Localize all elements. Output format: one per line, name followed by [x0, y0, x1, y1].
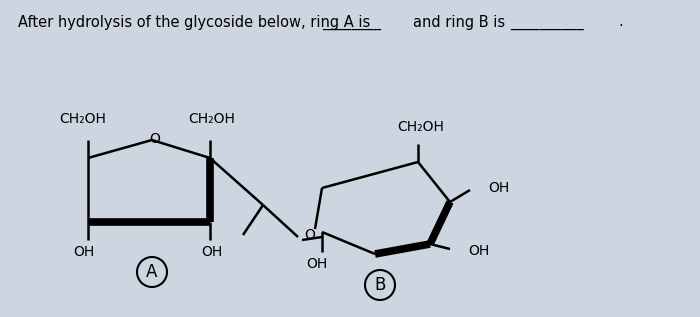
Text: ________: ________ [322, 15, 381, 29]
Text: OH: OH [488, 181, 510, 195]
Text: and ring B is: and ring B is [413, 15, 505, 29]
Text: OH: OH [202, 245, 223, 259]
Text: After hydrolysis of the glycoside below, ring A is: After hydrolysis of the glycoside below,… [18, 15, 370, 29]
Text: CH₂OH: CH₂OH [188, 112, 235, 126]
Text: OH: OH [74, 245, 95, 259]
Text: OH: OH [468, 244, 489, 258]
Text: B: B [374, 276, 386, 294]
Text: __________: __________ [510, 15, 584, 29]
Text: CH₂OH: CH₂OH [60, 112, 106, 126]
Text: O: O [150, 132, 160, 146]
Text: A: A [146, 263, 158, 281]
Text: O: O [304, 228, 316, 242]
Text: .: . [618, 15, 623, 29]
Text: CH₂OH: CH₂OH [398, 120, 444, 134]
Text: OH: OH [307, 257, 328, 271]
